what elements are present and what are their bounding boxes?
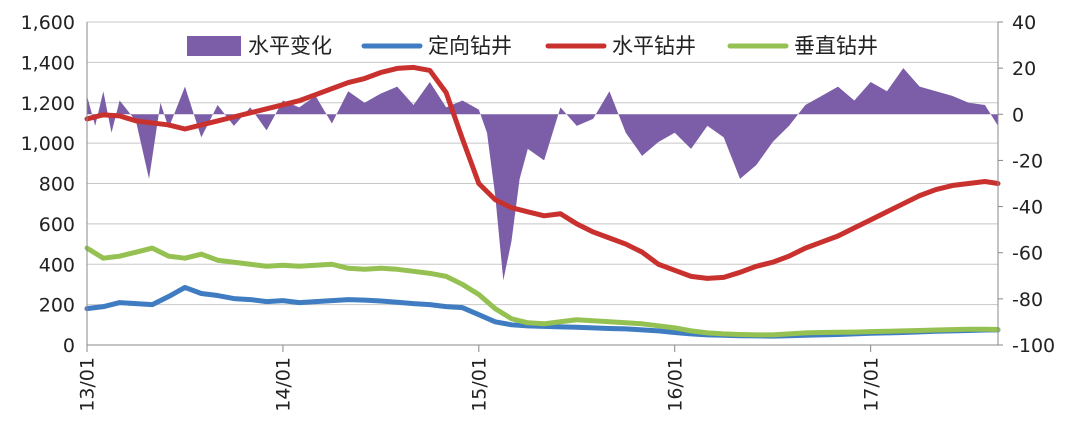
legend-label-horizontal: 水平钻井 [612, 34, 696, 58]
left-tick-label: 600 [39, 214, 75, 236]
left-tick-label: 400 [39, 254, 75, 276]
left-tick-label: 200 [39, 295, 75, 317]
legend-swatch-horizontal-change [187, 36, 241, 56]
right-axis-ticks: 40 20 0 -20 -40 -60 -80 -100 [1012, 12, 1055, 357]
left-tick-label: 1,000 [21, 133, 75, 155]
x-tick-label: 15/01 [468, 357, 490, 412]
horizontal-change-area [87, 68, 998, 281]
right-tick-label: -60 [1012, 243, 1043, 265]
left-tick-label: 800 [39, 174, 75, 196]
left-tick-label: 1,600 [21, 12, 75, 34]
legend-label-vertical: 垂直钻井 [794, 34, 878, 58]
right-tick-label: 40 [1012, 12, 1036, 34]
right-tick-label: 0 [1012, 104, 1024, 126]
series-lines [84, 64, 1001, 339]
horizontal-drilling-line [84, 64, 1001, 281]
right-tick-label: -40 [1012, 197, 1043, 219]
legend: 水平变化 定向钻井 水平钻井 垂直钻井 [187, 34, 878, 58]
right-tick-label: -80 [1012, 289, 1043, 311]
left-tick-label: 1,200 [21, 93, 75, 115]
x-axis-ticks: 13/01 14/01 15/01 16/01 17/01 [77, 357, 883, 412]
left-axis-ticks: 1,600 1,400 1,200 1,000 800 600 400 200 0 [21, 12, 75, 357]
right-tick-label: 20 [1012, 58, 1036, 80]
right-tick-label: -100 [1012, 335, 1055, 357]
left-tick-label: 0 [63, 335, 75, 357]
x-tick-label: 14/01 [273, 357, 295, 412]
legend-label-horizontal-change: 水平变化 [248, 34, 332, 58]
x-tick-label: 13/01 [77, 357, 99, 412]
x-tick-label: 16/01 [664, 357, 686, 412]
horizontal-change-area-layer [87, 68, 998, 281]
vertical-drilling-line [84, 245, 1001, 338]
axes [86, 21, 1003, 352]
directional-drilling-line [84, 284, 1001, 339]
x-tick-label: 17/01 [860, 357, 882, 412]
left-tick-label: 1,400 [21, 52, 75, 74]
legend-label-directional: 定向钻井 [428, 34, 512, 58]
right-tick-label: -20 [1012, 150, 1043, 172]
